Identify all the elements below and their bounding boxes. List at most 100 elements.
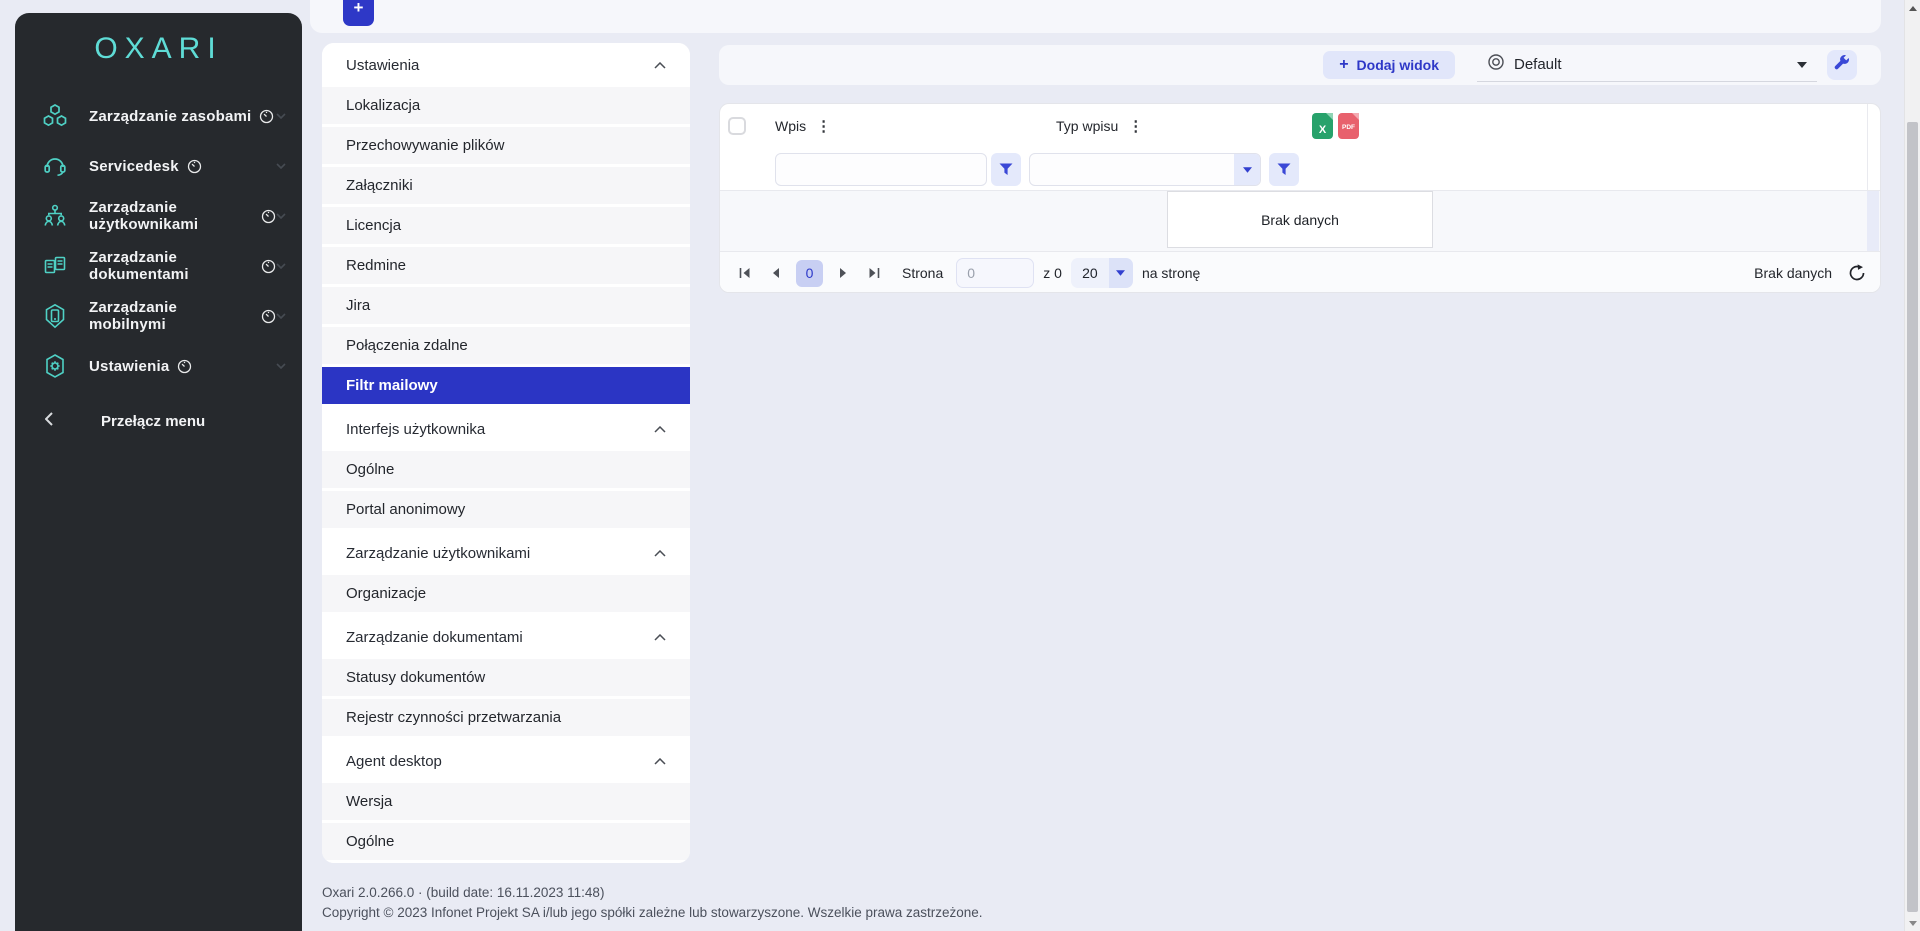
menu-item-portal-anonimowy[interactable]: Portal anonimowy [322, 491, 690, 531]
copyright-text: Copyright © 2023 Infonet Projekt SA i/lu… [322, 905, 983, 920]
chevron-up-icon [654, 549, 666, 557]
plus-icon: + [353, 0, 364, 17]
menu-item-zalaczniki[interactable]: Załączniki [322, 167, 690, 207]
page-number-input[interactable] [956, 258, 1035, 288]
grid-scrollbar[interactable] [1867, 191, 1879, 251]
menu-section-label: Ustawienia [346, 56, 420, 74]
hexagons-icon [41, 103, 68, 130]
headset-icon [41, 153, 68, 180]
view-selector[interactable]: Default [1477, 48, 1817, 82]
menu-item-lokalizacja[interactable]: Lokalizacja [322, 87, 690, 127]
menu-item-label: Wersja [346, 793, 393, 810]
export-excel-icon[interactable]: X [1312, 113, 1333, 139]
last-page-button[interactable] [863, 262, 885, 284]
column-header-wpis[interactable]: Wpis ⋮ [775, 104, 831, 148]
current-page-button[interactable]: 0 [796, 259, 823, 287]
combo-caret-button[interactable] [1234, 154, 1260, 185]
menu-section-agent-desktop[interactable]: Agent desktop [322, 739, 690, 783]
gauge-icon [261, 209, 276, 224]
menu-item-filtr-mailowy-selected[interactable]: Filtr mailowy [322, 367, 690, 407]
menu-item-label: Statusy dokumentów [346, 669, 486, 686]
kebab-menu-icon[interactable]: ⋮ [1128, 118, 1144, 135]
menu-item-licencja[interactable]: Licencja [322, 207, 690, 247]
menu-item-rejestr-czynnosci[interactable]: Rejestr czynności przetwarzania [322, 699, 690, 739]
toggle-menu-button[interactable]: Przełącz menu [15, 399, 302, 443]
sidebar-item-label: Zarządzanie mobilnymi [89, 299, 178, 333]
gauge-icon [187, 159, 202, 174]
sidebar-item-zarzadzanie-uzytkownikami[interactable]: Zarządzanie użytkownikami [15, 191, 302, 241]
view-toolbar: + Dodaj widok Default [719, 45, 1881, 85]
grid-settings-button[interactable] [1827, 50, 1857, 80]
sidebar-item-label: Servicedesk [89, 157, 179, 175]
menu-section-ustawienia[interactable]: Ustawienia [322, 43, 690, 87]
menu-item-label: Ogólne [346, 461, 395, 478]
scrollbar-thumb[interactable] [1907, 122, 1918, 912]
sidebar-item-zarzadzanie-zasobami[interactable]: Zarządzanie zasobami [15, 91, 302, 141]
view-icon [1487, 53, 1505, 76]
add-button[interactable]: + [343, 0, 374, 26]
sidebar-item-ustawienia[interactable]: Ustawienia [15, 341, 302, 391]
refresh-icon[interactable] [1848, 264, 1866, 282]
sidebar-item-label: Zarządzanie użytkownikami [89, 199, 199, 233]
menu-section-label: Interfejs użytkownika [346, 420, 486, 438]
sidebar: OXARI Zarządzanie zasobami Servicedesk Z… [15, 13, 302, 931]
chevron-down-icon [276, 313, 286, 319]
add-view-button[interactable]: + Dodaj widok [1323, 51, 1455, 79]
no-data-box: Brak danych [1167, 191, 1433, 248]
filter-input-wpis[interactable] [775, 153, 987, 186]
menu-item-label: Przechowywanie plików [346, 137, 505, 154]
grid-filter-row [720, 148, 1880, 191]
column-header-typ-wpisu[interactable]: Typ wpisu ⋮ [1056, 104, 1143, 148]
page-size-select[interactable]: 20 [1070, 258, 1133, 288]
kebab-menu-icon[interactable]: ⋮ [816, 118, 832, 135]
sidebar-item-zarzadzanie-dokumentami[interactable]: Zarządzanie dokumentami [15, 241, 302, 291]
scrollbar-up-arrow-icon[interactable] [1905, 0, 1920, 16]
documents-icon [41, 253, 68, 280]
menu-item-ogolne-agent[interactable]: Ogólne [322, 823, 690, 863]
filter-button-typ-wpisu[interactable] [1269, 153, 1299, 186]
menu-item-jira[interactable]: Jira [322, 287, 690, 327]
strona-label: Strona [902, 265, 944, 281]
caret-down-icon [1797, 61, 1807, 68]
chevron-down-icon [276, 363, 286, 369]
menu-item-label: Załączniki [346, 177, 413, 194]
chevron-left-icon [44, 411, 53, 431]
pdf-label: PDF [1342, 124, 1355, 131]
sidebar-item-label: Zarządzanie zasobami [89, 107, 252, 125]
menu-section-label: Zarządzanie dokumentami [346, 628, 523, 646]
menu-item-wersja[interactable]: Wersja [322, 783, 690, 823]
first-page-button[interactable] [734, 262, 756, 284]
sidebar-item-servicedesk[interactable]: Servicedesk [15, 141, 302, 191]
next-page-button[interactable] [832, 262, 854, 284]
scrollbar-down-arrow-icon[interactable] [1905, 915, 1920, 931]
menu-item-organizacje[interactable]: Organizacje [322, 575, 690, 615]
export-pdf-icon[interactable]: PDF [1338, 113, 1359, 139]
chevron-down-icon [276, 263, 286, 269]
no-data-text: Brak danych [1261, 211, 1339, 228]
menu-item-polaczenia-zdalne[interactable]: Połączenia zdalne [322, 327, 690, 367]
browser-scrollbar[interactable] [1904, 0, 1920, 931]
menu-item-przechowywanie-plikow[interactable]: Przechowywanie plików [322, 127, 690, 167]
menu-section-zarzadzanie-dokumentami[interactable]: Zarządzanie dokumentami [322, 615, 690, 659]
plus-icon: + [1339, 56, 1349, 73]
sidebar-item-label: Ustawienia [89, 357, 170, 375]
select-all-checkbox[interactable] [728, 117, 746, 135]
menu-section-zarzadzanie-uzytkownikami[interactable]: Zarządzanie użytkownikami [322, 531, 690, 575]
menu-item-label: Rejestr czynności przetwarzania [346, 709, 562, 726]
view-selector-value: Default [1514, 56, 1562, 73]
data-grid: Wpis ⋮ Typ wpisu ⋮ X PDF Brak danych 0 [719, 103, 1881, 293]
sidebar-item-zarzadzanie-mobilnymi[interactable]: Zarządzanie mobilnymi [15, 291, 302, 341]
menu-item-label: Organizacje [346, 585, 427, 602]
prev-page-button[interactable] [765, 262, 787, 284]
gear-hexagon-icon [41, 353, 68, 380]
menu-item-ogolne[interactable]: Ogólne [322, 451, 690, 491]
menu-item-statusy-dokumentow[interactable]: Statusy dokumentów [322, 659, 690, 699]
menu-item-label: Ogólne [346, 833, 395, 850]
menu-item-redmine[interactable]: Redmine [322, 247, 690, 287]
settings-menu: Ustawienia Lokalizacja Przechowywanie pl… [322, 43, 690, 863]
filter-input-typ-wpisu[interactable] [1030, 154, 1234, 185]
menu-section-interfejs-uzytkownika[interactable]: Interfejs użytkownika [322, 407, 690, 451]
filter-button-wpis[interactable] [991, 153, 1021, 186]
page-count-text: z 0 [1043, 265, 1062, 281]
per-page-label: na stronę [1141, 265, 1201, 281]
